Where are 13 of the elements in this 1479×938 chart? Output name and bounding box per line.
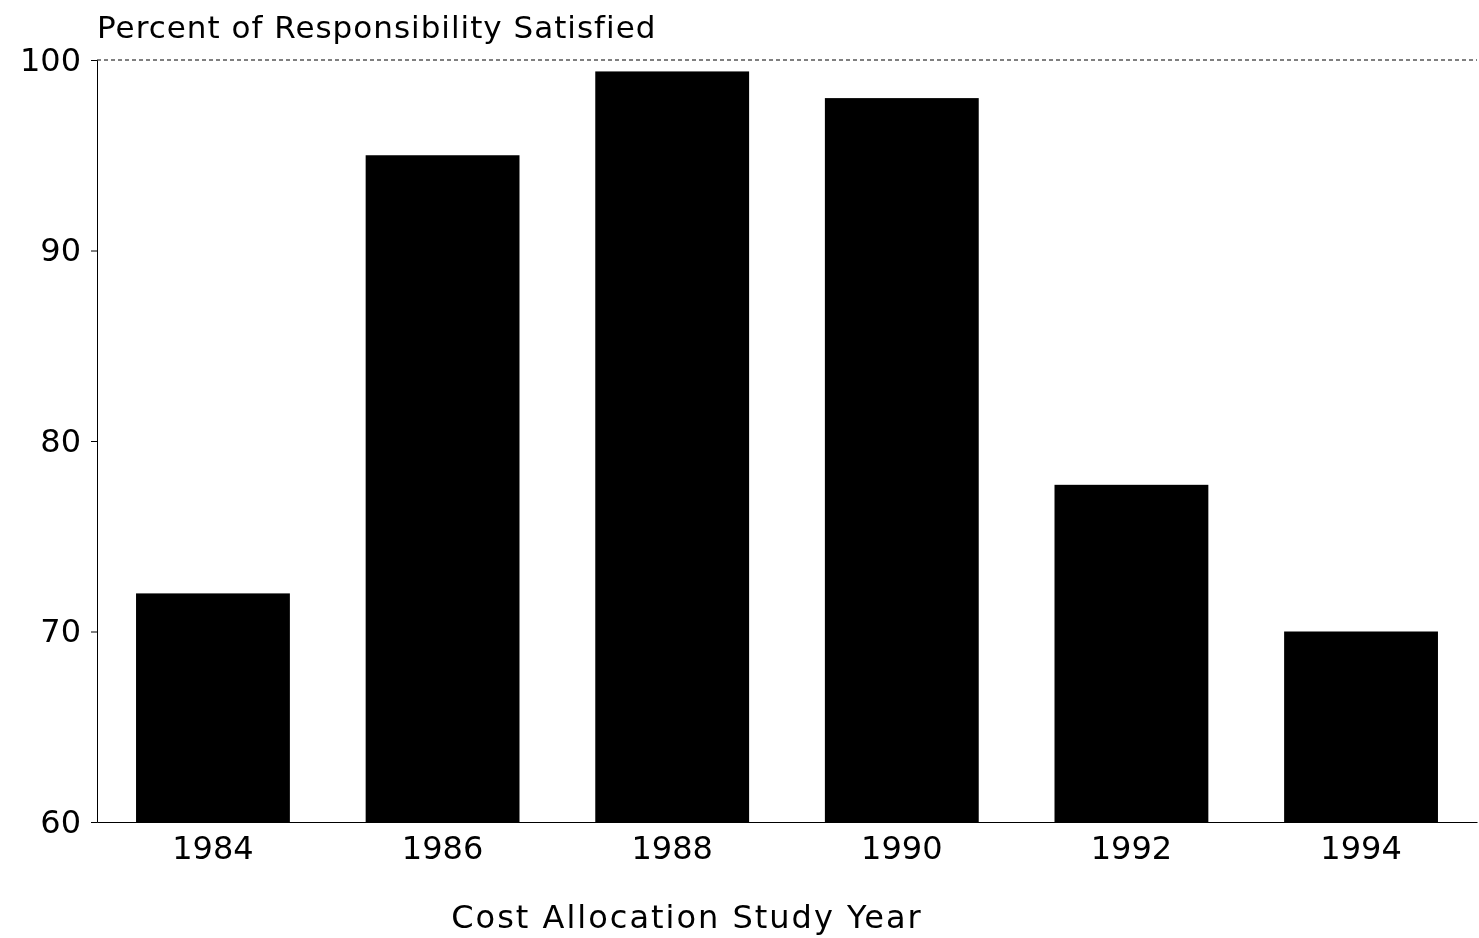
x-tick-label: 1988: [631, 828, 713, 867]
x-tick-label: 1990: [861, 828, 943, 867]
y-tick-label: 60: [40, 802, 81, 841]
y-tick-label: 70: [40, 612, 81, 651]
y-tick-label: 100: [19, 40, 81, 79]
x-tick-label: 1992: [1090, 828, 1173, 867]
x-tick-label: 1984: [172, 828, 254, 867]
x-tick-label: 1994: [1320, 828, 1402, 867]
x-axis-title: Cost Allocation Study Year: [451, 898, 923, 936]
x-tick-label: 1986: [401, 828, 484, 867]
y-tick-label: 80: [40, 421, 81, 460]
y-tick-label: 90: [40, 231, 81, 270]
y-axis-title: Percent of Responsibility Satisfied: [97, 9, 657, 45]
